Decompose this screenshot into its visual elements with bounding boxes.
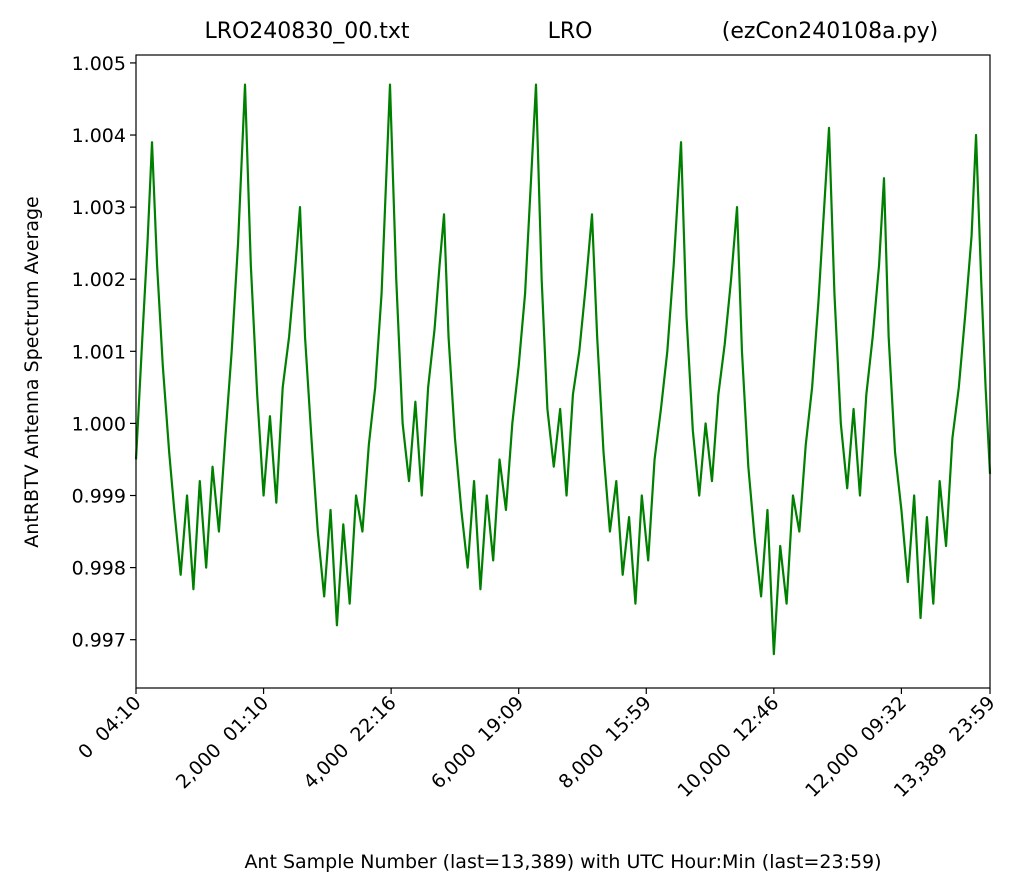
data-line	[134, 83, 992, 656]
y-tick-label: 0.998	[72, 558, 126, 580]
x-axis-label: Ant Sample Number (last=13,389) with UTC…	[244, 851, 881, 873]
y-tick-label: 1.004	[72, 125, 126, 147]
y-tick-label: 1.002	[72, 269, 126, 291]
x-tick-label: 6,000 19:09	[427, 692, 528, 793]
y-axis-label: AntRBTV Antenna Spectrum Average	[21, 196, 43, 547]
x-tick-label: 10,000 12:46	[674, 692, 784, 802]
y-tick-label: 1.003	[72, 197, 126, 219]
x-tick-label: 8,000 15:59	[555, 692, 656, 793]
y-tick-label: 1.005	[72, 53, 126, 75]
title-right: (ezCon240108a.py)	[722, 19, 938, 44]
y-tick-label: 0.997	[72, 630, 126, 652]
y-tick-label: 1.001	[72, 341, 126, 363]
plot-frame	[135, 54, 991, 689]
title-left: LRO240830_00.txt	[204, 19, 409, 44]
y-tick-label: 1.000	[72, 413, 126, 435]
x-tick-label: 2,000 01:10	[172, 692, 273, 793]
x-tick-label: 4,000 22:16	[299, 692, 400, 793]
y-tick-label: 0.999	[72, 486, 126, 508]
chart-title: LRO	[548, 19, 593, 44]
x-tick-label: 0 04:10	[74, 692, 145, 763]
